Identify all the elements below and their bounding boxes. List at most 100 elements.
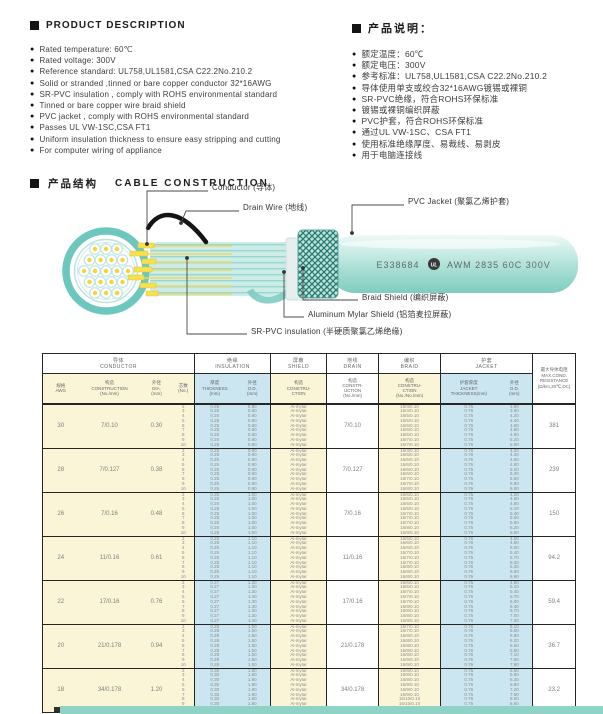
cross-section-conductor-icon bbox=[120, 279, 125, 285]
cell-jacket-od: 6.70 bbox=[496, 609, 534, 615]
table-group-header: 导体 CONDUCTOR bbox=[42, 353, 196, 374]
spec-row-awg30-sub6: 6 0.25 0.80 Al-mylar 16/6/0.10 0.76 4.60 bbox=[43, 423, 576, 429]
cell-shield-construction: Al-mylar bbox=[270, 526, 328, 531]
spec-row-awg28-sub8: 8 0.25 0.90 Al-mylar 16/7/0.10 0.76 5.60 bbox=[43, 477, 576, 482]
cell-insulation-od: 1.50 bbox=[234, 623, 272, 630]
bullet-text: 通过UL VW-1SC、CSA FT1 bbox=[361, 127, 472, 138]
spec-row-awg20-sub9: 9 0.28 1.50 Al-mylar 16/9/0.10 0.76 7.50 bbox=[43, 658, 576, 663]
cell-shield-construction: Al-mylar bbox=[270, 506, 328, 512]
cell-insulation-thickness: 0.25 bbox=[194, 477, 235, 482]
cell-insulation-od: 1.10 bbox=[234, 535, 272, 542]
cell-insulation-thickness: 0.27 bbox=[194, 590, 235, 595]
cell-jacket-thickness: 0.76 bbox=[440, 477, 497, 482]
cell-jacket-thickness: 0.76 bbox=[440, 433, 497, 438]
cell-core-count: 9 bbox=[172, 658, 196, 663]
cell-jacket-od: 4.30 bbox=[496, 453, 534, 459]
table-group-header: 绝缘 INSULATION bbox=[194, 353, 272, 374]
cell-jacket-od: 6.00 bbox=[496, 599, 534, 605]
leader-lines bbox=[146, 190, 404, 335]
cell-insulation-od: 1.50 bbox=[234, 653, 272, 659]
cell-jacket-od: 7.20 bbox=[496, 687, 534, 693]
product-description-title-zh-text: 产品说明： bbox=[368, 23, 433, 35]
cell-insulation-od: 1.80 bbox=[234, 687, 272, 693]
cell-insulation-thickness: 0.27 bbox=[194, 585, 235, 591]
spec-row-awg20-sub5: 5 0.28 1.50 Al-mylar 16/8/0.10 0.76 6.20 bbox=[43, 639, 576, 644]
cell-jacket-od: 5.90 bbox=[496, 521, 534, 527]
bullet-icon: ● bbox=[30, 146, 35, 154]
cell-shield-construction: Al-mylar bbox=[270, 497, 328, 503]
cell-core-count: 4 bbox=[172, 502, 196, 507]
cell-diameter: 1.20 bbox=[140, 667, 173, 713]
cell-shield-construction: Al-mylar bbox=[270, 433, 328, 438]
cell-core-count: 2 bbox=[172, 447, 196, 454]
cell-shield-construction: Al-mylar bbox=[270, 604, 328, 610]
cell-jacket-od: 4.50 bbox=[496, 497, 534, 503]
spec-row-awg30-sub10: 10 0.25 0.80 Al-mylar 16/7/0.10 0.76 5.50 bbox=[43, 442, 576, 449]
cell-insulation-od: 1.80 bbox=[234, 697, 272, 703]
cross-section-conductor-icon bbox=[87, 279, 92, 285]
cell-insulation-od: 1.80 bbox=[234, 702, 272, 707]
cell-insulation-thickness: 0.25 bbox=[194, 511, 235, 517]
cell-core-count: 6 bbox=[172, 599, 196, 605]
bullet-text: PVC jacket , comply with ROHS environmen… bbox=[39, 112, 250, 122]
cell-jacket-od: 6.30 bbox=[496, 565, 534, 571]
cell-jacket-thickness: 0.76 bbox=[440, 428, 497, 434]
cable-construction-title: 产品结构 CABLE CONSTRUCTION bbox=[30, 176, 269, 191]
cell-jacket-thickness: 0.76 bbox=[440, 643, 497, 649]
cell-jacket-thickness: 0.76 bbox=[440, 653, 497, 659]
cell-jacket-od: 5.90 bbox=[496, 673, 534, 679]
cell-awg: 24 bbox=[42, 535, 79, 581]
spec-row-awg28-sub7: 7 0.25 0.90 Al-mylar 16/6/0.10 0.76 5.30 bbox=[43, 472, 576, 478]
description-item-zh: ● 使用标准绝缘厚度、易裁线、易剥皮 bbox=[352, 139, 597, 150]
spec-row-awg20-sub10: 10 0.28 1.50 Al-mylar 16/9/0.10 0.76 7.90 bbox=[43, 662, 576, 669]
cell-core-count: 2 bbox=[172, 403, 196, 410]
table-sub-header: 构造 CONSTR- UCTION (No./mm) bbox=[326, 373, 380, 405]
cell-construction: 21/0.178 bbox=[78, 623, 141, 669]
table-sub-header: 外径 DIA. (mm) bbox=[140, 373, 173, 405]
table-sub-header: 芯数 (No.) bbox=[172, 373, 196, 405]
cell-shield-construction: Al-mylar bbox=[270, 462, 328, 468]
cell-braid-construction: 16/5/0.10 bbox=[378, 497, 442, 503]
spec-row-awg26-sub5: 5 0.25 1.00 Al-mylar 16/6/0.10 0.76 5.10 bbox=[43, 506, 576, 512]
cell-insulation-od: 0.90 bbox=[234, 486, 272, 493]
product-description-section-zh: 产品说明： ● 额定温度：60℃ ● 额定电压：300V ● 参考标准：UL758,UL1… bbox=[352, 20, 597, 161]
bullet-icon: ● bbox=[352, 73, 357, 81]
jacket-graphic bbox=[328, 235, 578, 293]
spec-row-awg20-sub7: 7 0.28 1.50 Al-mylar 16/8/0.10 0.76 6.80 bbox=[43, 648, 576, 654]
cell-core-count: 2 bbox=[172, 579, 196, 586]
cell-jacket-thickness: 0.76 bbox=[440, 491, 497, 498]
cell-core-count: 2 bbox=[172, 535, 196, 542]
cell-core-count: 6 bbox=[172, 511, 196, 517]
cell-shield-construction: Al-mylar bbox=[270, 486, 328, 493]
cell-shield-construction: Al-mylar bbox=[270, 535, 328, 542]
cell-shield-construction: Al-mylar bbox=[270, 403, 328, 410]
cell-braid-construction: 16/8/0.10 bbox=[378, 667, 442, 674]
bullet-icon: ● bbox=[30, 46, 35, 53]
cell-shield-construction: Al-mylar bbox=[270, 609, 328, 615]
cell-insulation-od: 0.80 bbox=[234, 428, 272, 434]
cell-insulation-thickness: 0.25 bbox=[194, 491, 235, 498]
cell-jacket-od: 7.00 bbox=[496, 614, 534, 619]
cell-braid-construction: 16/8/0.10 bbox=[378, 565, 442, 571]
cell-construction: 7/0.10 bbox=[78, 403, 141, 449]
cell-core-count: 8 bbox=[172, 653, 196, 659]
product-description-title-zh: 产品说明： bbox=[352, 20, 597, 36]
cell-diameter: 0.48 bbox=[140, 491, 173, 537]
cell-jacket-thickness: 0.76 bbox=[440, 403, 497, 410]
cell-core-count: 4 bbox=[172, 590, 196, 595]
cell-insulation-thickness: 0.28 bbox=[194, 623, 235, 630]
cell-core-count: 7 bbox=[172, 604, 196, 610]
cell-insulation-thickness: 0.28 bbox=[194, 639, 235, 644]
cell-core-count: 2 bbox=[172, 667, 196, 674]
cell-insulation-thickness: 0.25 bbox=[194, 418, 235, 424]
cell-max-resistance: 150 bbox=[532, 491, 576, 537]
cell-jacket-thickness: 0.76 bbox=[440, 604, 497, 610]
cell-insulation-thickness: 0.27 bbox=[194, 599, 235, 605]
description-item-zh: ● SR-PVC绝缘，符合ROHS环保标准 bbox=[352, 94, 597, 105]
cell-insulation-thickness: 0.25 bbox=[194, 423, 235, 429]
cell-jacket-thickness: 0.76 bbox=[440, 486, 497, 493]
cell-jacket-thickness: 0.76 bbox=[440, 648, 497, 654]
cell-jacket-thickness: 0.76 bbox=[440, 560, 497, 566]
cell-jacket-thickness: 0.76 bbox=[440, 683, 497, 688]
spec-row-awg22-sub7: 7 0.27 1.30 Al-mylar 16/8/0.10 0.76 6.40 bbox=[43, 604, 576, 610]
